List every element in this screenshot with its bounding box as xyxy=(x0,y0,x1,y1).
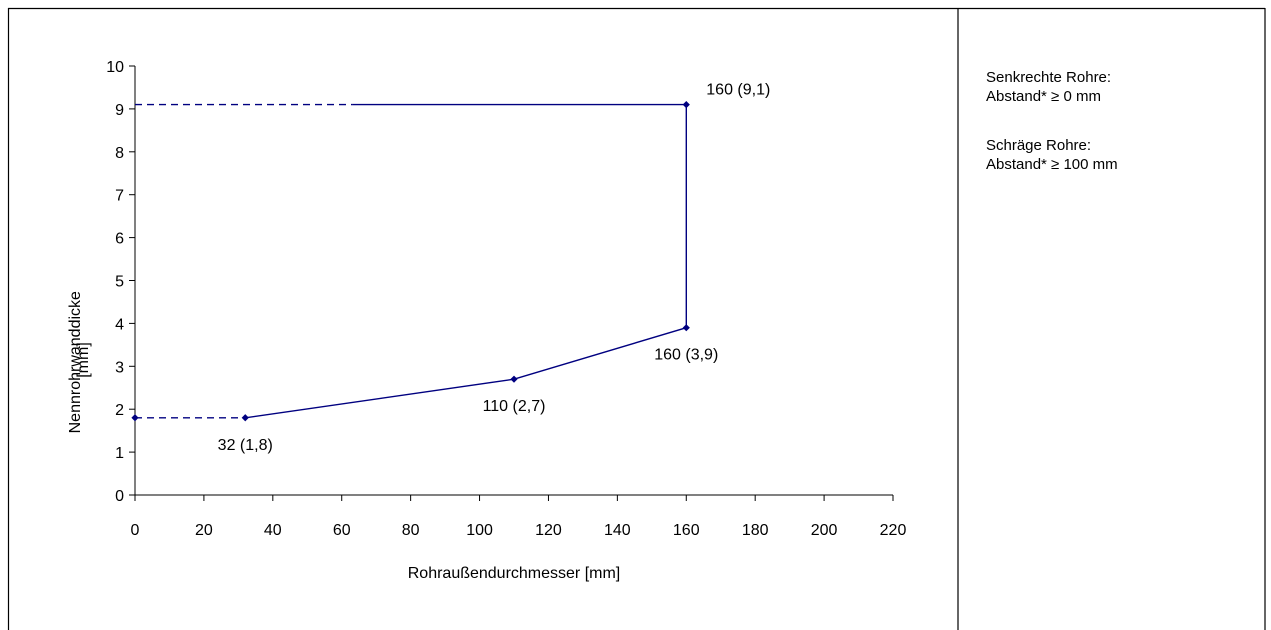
series-line xyxy=(245,103,687,419)
y-tick-label: 0 xyxy=(115,488,124,505)
data-point-marker xyxy=(241,414,249,422)
x-tick-label: 160 xyxy=(673,522,700,539)
data-point-marker xyxy=(131,414,139,422)
y-tick-label: 9 xyxy=(115,102,124,119)
y-tick-label: 7 xyxy=(115,188,124,205)
x-tick-label: 20 xyxy=(195,522,213,539)
notes-panel: Senkrechte Rohre: Abstand* ≥ 0 mm Schräg… xyxy=(986,68,1256,204)
x-tick-label: 180 xyxy=(742,522,769,539)
y-tick-label: 5 xyxy=(115,274,124,291)
y-tick-label: 8 xyxy=(115,145,124,162)
y-axis-label-line-1: Nennrohrwanddicke xyxy=(67,291,84,433)
x-tick-label: 220 xyxy=(880,522,907,539)
chart-annotations: 32 (1,8) 110 (2,7) 160 (3,9) 160 (9,1) xyxy=(218,82,771,454)
x-tick-label: 0 xyxy=(131,522,140,539)
x-tick-label: 200 xyxy=(811,522,838,539)
data-point-marker xyxy=(682,101,690,109)
note-value: Abstand* ≥ 0 mm xyxy=(986,88,1101,105)
data-label: 110 (2,7) xyxy=(483,398,546,415)
data-point-marker xyxy=(510,375,518,383)
note-vertical-pipes: Senkrechte Rohre: Abstand* ≥ 0 mm xyxy=(986,68,1256,106)
note-heading: Senkrechte Rohre: xyxy=(986,69,1112,86)
y-axis-label-line-2: [mm] xyxy=(75,342,92,378)
data-label: 32 (1,8) xyxy=(218,437,273,454)
note-inclined-pipes: Schräge Rohre: Abstand* ≥ 100 mm xyxy=(986,136,1256,174)
y-tick-label: 2 xyxy=(115,402,124,419)
data-label: 160 (3,9) xyxy=(654,347,718,364)
chart-series xyxy=(135,103,687,419)
x-axis-label: Rohraußendurchmesser [mm] xyxy=(408,565,621,582)
x-tick-label: 120 xyxy=(535,522,562,539)
y-tick-label: 1 xyxy=(115,445,124,462)
x-tick-label: 140 xyxy=(604,522,631,539)
x-tick-label: 80 xyxy=(402,522,420,539)
chart-markers xyxy=(131,101,690,422)
y-axis-label: Nennrohrwanddicke [mm] xyxy=(67,287,92,434)
y-tick-label: 6 xyxy=(115,231,124,248)
data-point-marker xyxy=(682,324,690,332)
chart: 0 20 40 60 80 100 120 140 160 180 200 220 0 1 2 3 4 5 6 7 8 9… xyxy=(67,59,906,582)
note-value: Abstand* ≥ 100 mm xyxy=(986,156,1118,173)
x-tick-label: 60 xyxy=(333,522,351,539)
x-tick-label: 40 xyxy=(264,522,282,539)
note-heading: Schräge Rohre: xyxy=(986,137,1092,154)
y-tick-label: 4 xyxy=(115,316,124,333)
data-label: 160 (9,1) xyxy=(706,82,770,99)
y-tick-label: 3 xyxy=(115,359,124,376)
chart-axes: 0 20 40 60 80 100 120 140 160 180 200 220 0 1 2 3 4 5 6 7 8 9… xyxy=(106,59,906,539)
x-tick-label: 100 xyxy=(466,522,493,539)
y-tick-label: 10 xyxy=(106,59,124,76)
